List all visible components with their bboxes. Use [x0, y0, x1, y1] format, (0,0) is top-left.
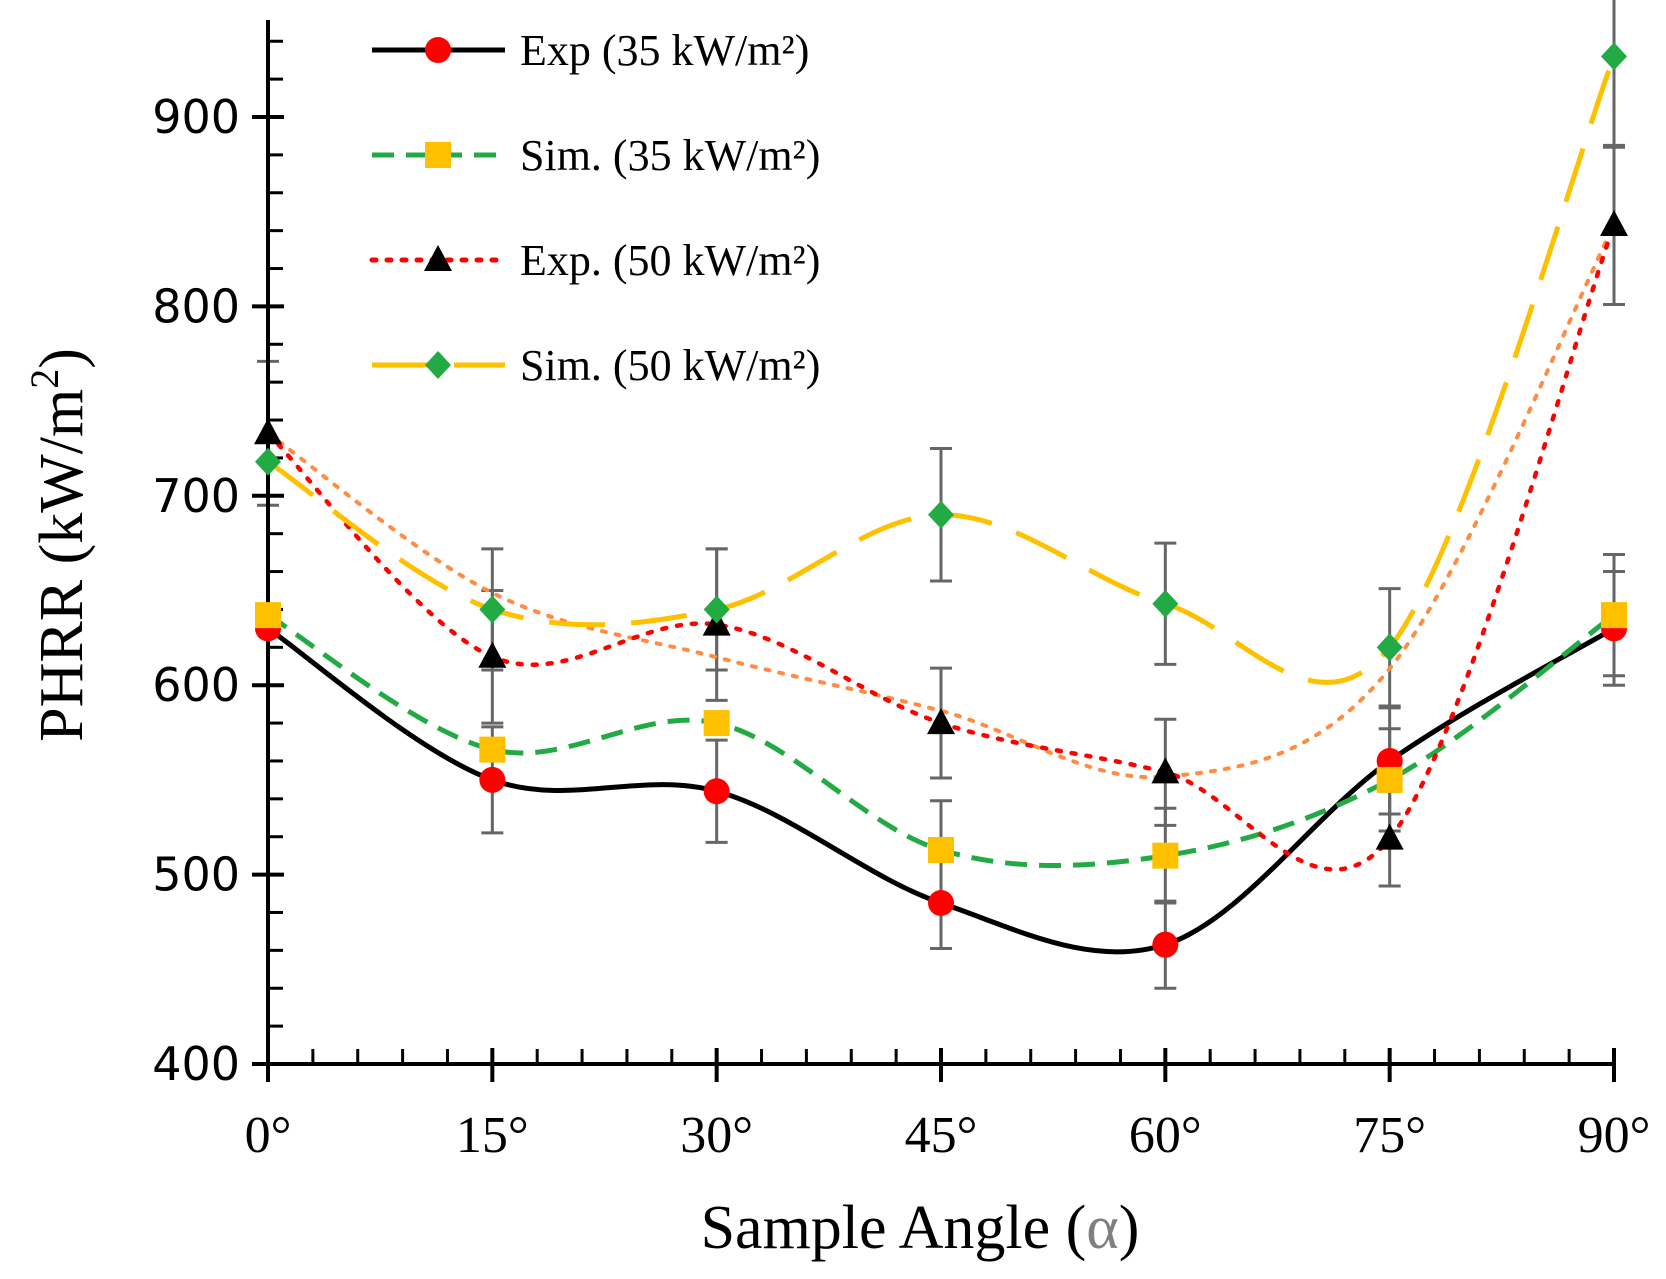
- trendline-layer: [266, 222, 1616, 780]
- legend: Exp (35 kW/m²) Sim. (35 kW/m²) Exp. (50 kW…: [369, 26, 820, 390]
- data-point-sim-35-kw-m: [479, 736, 506, 763]
- legend-marker-exp-50-kw-m: [424, 245, 452, 271]
- x-tick-label: 45°: [905, 1107, 978, 1164]
- x-axis-title-main: Sample Angle (: [701, 1194, 1087, 1262]
- x-tick-label: 90°: [1578, 1107, 1651, 1164]
- x-axis-title: Sample Angle (α): [701, 1194, 1140, 1262]
- legend-marker-sim-35-kw-m: [425, 142, 451, 168]
- data-point-sim-35-kw-m: [1376, 766, 1403, 793]
- data-point-exp-35-kw-m: [703, 778, 730, 805]
- data-point-sim-35-kw-m: [703, 710, 730, 737]
- y-axis-title-close: ): [28, 348, 96, 369]
- legend-marker-exp-35-kw-m: [425, 37, 451, 63]
- y-tick-label: 400: [152, 1037, 240, 1091]
- data-point-sim-50-kw-m: [479, 595, 506, 624]
- x-tick-label: 15°: [456, 1107, 529, 1164]
- data-point-exp-35-kw-m: [1152, 931, 1179, 958]
- y-tick-label: 600: [152, 658, 240, 712]
- data-point-exp-50-kw-m: [478, 641, 507, 668]
- data-point-sim-35-kw-m: [255, 602, 281, 629]
- x-tick-label: 30°: [680, 1107, 753, 1164]
- x-axis-title-close: ): [1119, 1194, 1140, 1262]
- legend-label-sim-35-kw-m: Sim. (35 kW/m²): [520, 131, 820, 180]
- y-tick-label: 700: [152, 469, 240, 523]
- x-tick-label: 75°: [1353, 1107, 1426, 1164]
- data-point-sim-50-kw-m: [255, 447, 281, 476]
- series-line-sim-50-kw-m: [266, 55, 1617, 685]
- data-point-sim-50-kw-m: [928, 500, 954, 529]
- data-point-sim-35-kw-m: [928, 836, 954, 863]
- y-tick-label: 500: [152, 848, 240, 902]
- data-point-exp-50-kw-m: [927, 708, 955, 735]
- trendline: [266, 222, 1616, 780]
- y-tick-label: 800: [152, 279, 240, 333]
- data-point-exp-35-kw-m: [928, 890, 954, 917]
- data-point-exp-50-kw-m: [1375, 823, 1404, 850]
- legend-label-exp-50-kw-m: Exp. (50 kW/m²): [520, 236, 820, 285]
- data-point-sim-35-kw-m: [1152, 842, 1179, 869]
- y-tick-label: 900: [152, 90, 240, 144]
- legend-label-sim-50-kw-m: Sim. (50 kW/m²): [520, 341, 820, 390]
- data-point-sim-50-kw-m: [1376, 633, 1403, 662]
- series-markers: [254, 42, 1628, 958]
- data-point-exp-50-kw-m: [254, 418, 282, 445]
- data-point-sim-35-kw-m: [1601, 602, 1627, 629]
- data-point-exp-35-kw-m: [479, 766, 506, 793]
- data-point-sim-50-kw-m: [1601, 42, 1627, 71]
- x-tick-label: 60°: [1129, 1107, 1202, 1164]
- axis-titles: Sample Angle (α) PHRR (kW/m2): [22, 348, 1139, 1262]
- x-axis-title-symbol: α: [1086, 1194, 1118, 1262]
- legend-marker-sim-50-kw-m: [425, 351, 451, 379]
- data-point-exp-50-kw-m: [1151, 757, 1180, 784]
- data-point-sim-50-kw-m: [1152, 589, 1179, 618]
- axes: 400 500 600 700 800 900 0° 15° 30° 45° 60° 75° 90°: [152, 20, 1650, 1164]
- data-point-sim-50-kw-m: [703, 595, 730, 624]
- legend-label-exp-35-kw-m: Exp (35 kW/m²): [520, 26, 809, 75]
- y-axis-title-main: PHRR (kW/m: [28, 389, 96, 742]
- y-axis-title: PHRR (kW/m2): [22, 348, 96, 742]
- x-tick-label: 0°: [245, 1107, 292, 1164]
- y-axis-title-sup: 2: [22, 369, 67, 389]
- data-point-exp-50-kw-m: [1600, 209, 1628, 236]
